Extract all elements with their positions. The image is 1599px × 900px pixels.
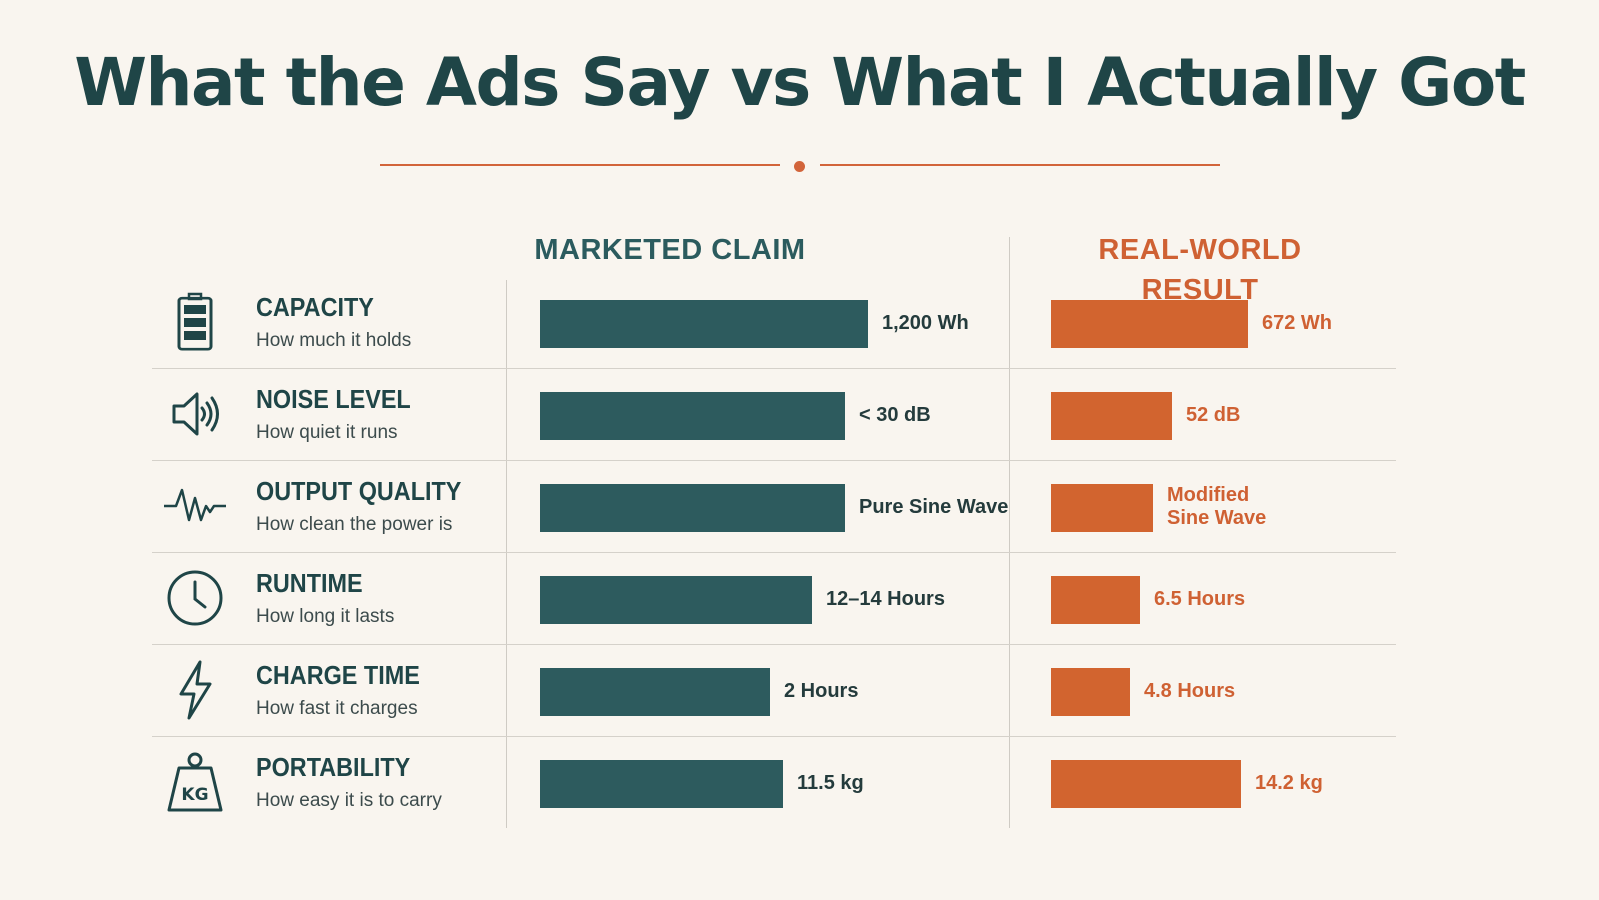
- clock-icon: [164, 568, 226, 628]
- result-bar: [1051, 300, 1248, 348]
- result-bar: [1051, 760, 1241, 808]
- result-bar: [1051, 576, 1140, 624]
- kg-weight-icon: KG: [164, 752, 226, 812]
- claim-value-label: 2 Hours: [784, 680, 859, 702]
- category-label: RUNTIME: [256, 568, 363, 598]
- claim-bar: [540, 300, 868, 348]
- category-label: CAPACITY: [256, 292, 374, 322]
- claim-bar: [540, 576, 812, 624]
- claim-bar: [540, 760, 783, 808]
- table-row: KG PORTABILITY How easy it is to carry 11.5…: [152, 736, 1396, 828]
- result-bar: [1051, 392, 1172, 440]
- column-divider-claim: [1009, 237, 1010, 828]
- category-subtitle: How fast it charges: [256, 698, 418, 719]
- table-row: RUNTIME How long it lasts 12–14 Hours 6.5 H…: [152, 552, 1396, 645]
- table-row: NOISE LEVEL How quiet it runs < 30 dB 52 dB: [152, 368, 1396, 461]
- claim-value-label: 1,200 Wh: [882, 312, 969, 334]
- svg-text:KG: KG: [181, 785, 208, 805]
- table-row: OUTPUT QUALITY How clean the power is Pure…: [152, 460, 1396, 553]
- speaker-icon: [164, 384, 226, 444]
- category-subtitle: How much it holds: [256, 330, 412, 351]
- result-bar: [1051, 484, 1153, 532]
- claim-bar: [540, 668, 770, 716]
- result-value-label: 672 Wh: [1262, 312, 1333, 334]
- result-value-label: Modified Sine Wave: [1167, 484, 1267, 529]
- category-label: OUTPUT QUALITY: [256, 476, 462, 506]
- claim-value-label: < 30 dB: [859, 404, 931, 426]
- result-bar: [1051, 668, 1130, 716]
- category-label: NOISE LEVEL: [256, 384, 411, 414]
- column-header-claim: MARKETED CLAIM: [534, 234, 806, 266]
- claim-bar: [540, 484, 845, 532]
- category-label: PORTABILITY: [256, 752, 411, 782]
- claim-bar: [540, 392, 845, 440]
- waveform-icon: [164, 476, 226, 536]
- category-subtitle: How quiet it runs: [256, 422, 398, 443]
- result-value-label: 14.2 kg: [1255, 772, 1323, 794]
- battery-icon: [164, 292, 226, 352]
- claim-value-label: Pure Sine Wave: [859, 496, 1009, 518]
- result-value-label: 52 dB: [1186, 404, 1241, 426]
- column-header-result: REAL-WORLD RESULT: [1098, 234, 1302, 306]
- title-divider-right: [820, 164, 1220, 166]
- category-subtitle: How long it lasts: [256, 606, 395, 627]
- category-subtitle: How easy it is to carry: [256, 790, 442, 811]
- result-value-label: 4.8 Hours: [1144, 680, 1236, 702]
- lightning-icon: [164, 660, 226, 720]
- result-value-label: 6.5 Hours: [1154, 588, 1246, 610]
- title-divider-dot: [794, 161, 805, 172]
- table-row: CAPACITY How much it holds 1,200 Wh 672 Wh: [152, 276, 1396, 369]
- chart-title: What the Ads Say vs What I Actually Got: [74, 44, 1526, 121]
- category-subtitle: How clean the power is: [256, 514, 453, 535]
- claim-value-label: 12–14 Hours: [826, 588, 945, 610]
- title-divider-left: [380, 164, 780, 166]
- claim-value-label: 11.5 kg: [797, 772, 864, 794]
- table-row: CHARGE TIME How fast it charges 2 Hours 4.8…: [152, 644, 1396, 737]
- category-label: CHARGE TIME: [256, 660, 420, 690]
- column-divider-label: [506, 280, 507, 828]
